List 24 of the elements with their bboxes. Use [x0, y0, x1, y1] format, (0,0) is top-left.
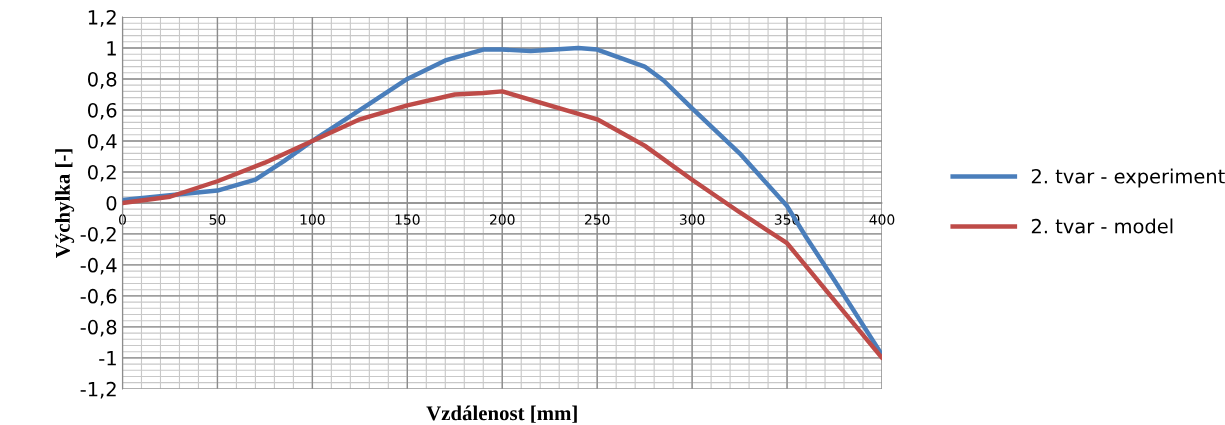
x-tick-label: 150	[395, 214, 420, 225]
x-tick-label: 100	[300, 214, 325, 225]
y-tick-label: -0,2	[80, 226, 116, 244]
y-tick-label: -1,2	[80, 381, 116, 399]
y-tick-label: -0,4	[80, 257, 117, 275]
y-tick-label: 0,8	[88, 71, 117, 89]
y-tick-label: -1	[99, 351, 116, 366]
x-axis-title: Vzdálenost [mm]	[426, 405, 577, 423]
y-tick-label: -0,6	[80, 288, 117, 306]
y-tick-label: 0,2	[88, 164, 116, 182]
x-tick-label: 200	[490, 214, 515, 225]
y-tick-label: 1,2	[88, 9, 116, 27]
x-tick-label: 250	[584, 214, 610, 225]
x-tick-label: 400	[869, 214, 895, 225]
y-tick-label: 0,4	[88, 133, 117, 151]
y-tick-label: 0,6	[88, 102, 117, 120]
y-tick-label: 0	[106, 195, 117, 211]
x-tick-label: 300	[679, 214, 705, 225]
legend-label: 2. tvar - experiment	[1031, 168, 1225, 188]
y-axis-title: Výchylka [-]	[55, 149, 75, 258]
legend-label: 2. tvar - model	[1031, 218, 1173, 234]
x-tick-label: 50	[209, 214, 226, 225]
y-tick-label: -0,8	[80, 319, 117, 337]
y-tick-label: 1	[107, 41, 116, 56]
